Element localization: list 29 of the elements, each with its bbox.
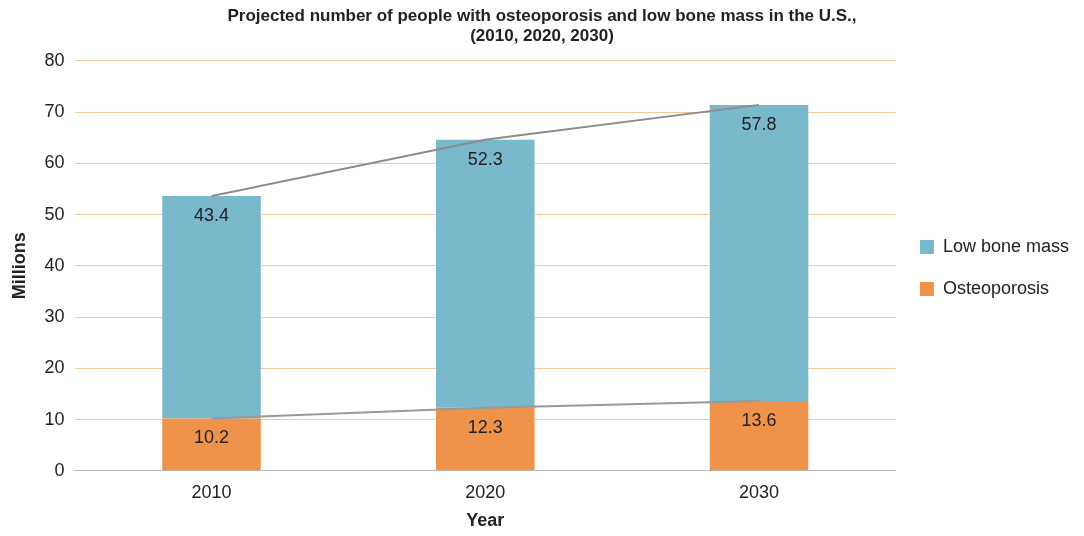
- y-tick-label: 70: [44, 101, 65, 122]
- legend-label: Low bone mass: [942, 235, 1070, 256]
- data-label: 43.4: [193, 205, 230, 226]
- y-tick-label: 40: [44, 254, 65, 275]
- y-tick-label: 10: [44, 408, 65, 429]
- bar: [709, 401, 809, 471]
- x-tick-label: 2010: [191, 481, 232, 502]
- data-label: 52.3: [467, 148, 503, 169]
- y-tick-label: 30: [44, 306, 65, 327]
- bar: [436, 407, 535, 471]
- y-tick-label: 80: [44, 49, 65, 70]
- x-tick-label: 2030: [739, 481, 780, 502]
- x-tick-label: 2020: [465, 481, 506, 502]
- bar: [162, 196, 261, 419]
- bar: [709, 104, 809, 402]
- chart-title: Projected number of people with osteoporosis and low bone mass in the U.S., (2010, 2020, 2030): [227, 5, 857, 46]
- y-tick-label: 50: [44, 203, 65, 224]
- data-label: 12.3: [467, 416, 503, 437]
- y-axis-title: Millions: [8, 232, 29, 300]
- x-axis-title: Year: [466, 510, 505, 531]
- data-label: 10.2: [193, 427, 230, 448]
- y-tick-label: 60: [44, 152, 65, 173]
- y-tick-label: 0: [54, 459, 65, 480]
- legend-label: Osteoporosis: [942, 277, 1049, 298]
- bar: [436, 139, 535, 408]
- data-label: 57.8: [741, 113, 777, 134]
- y-tick-label: 20: [44, 357, 65, 378]
- data-label: 13.6: [741, 410, 777, 431]
- bar: [162, 418, 261, 471]
